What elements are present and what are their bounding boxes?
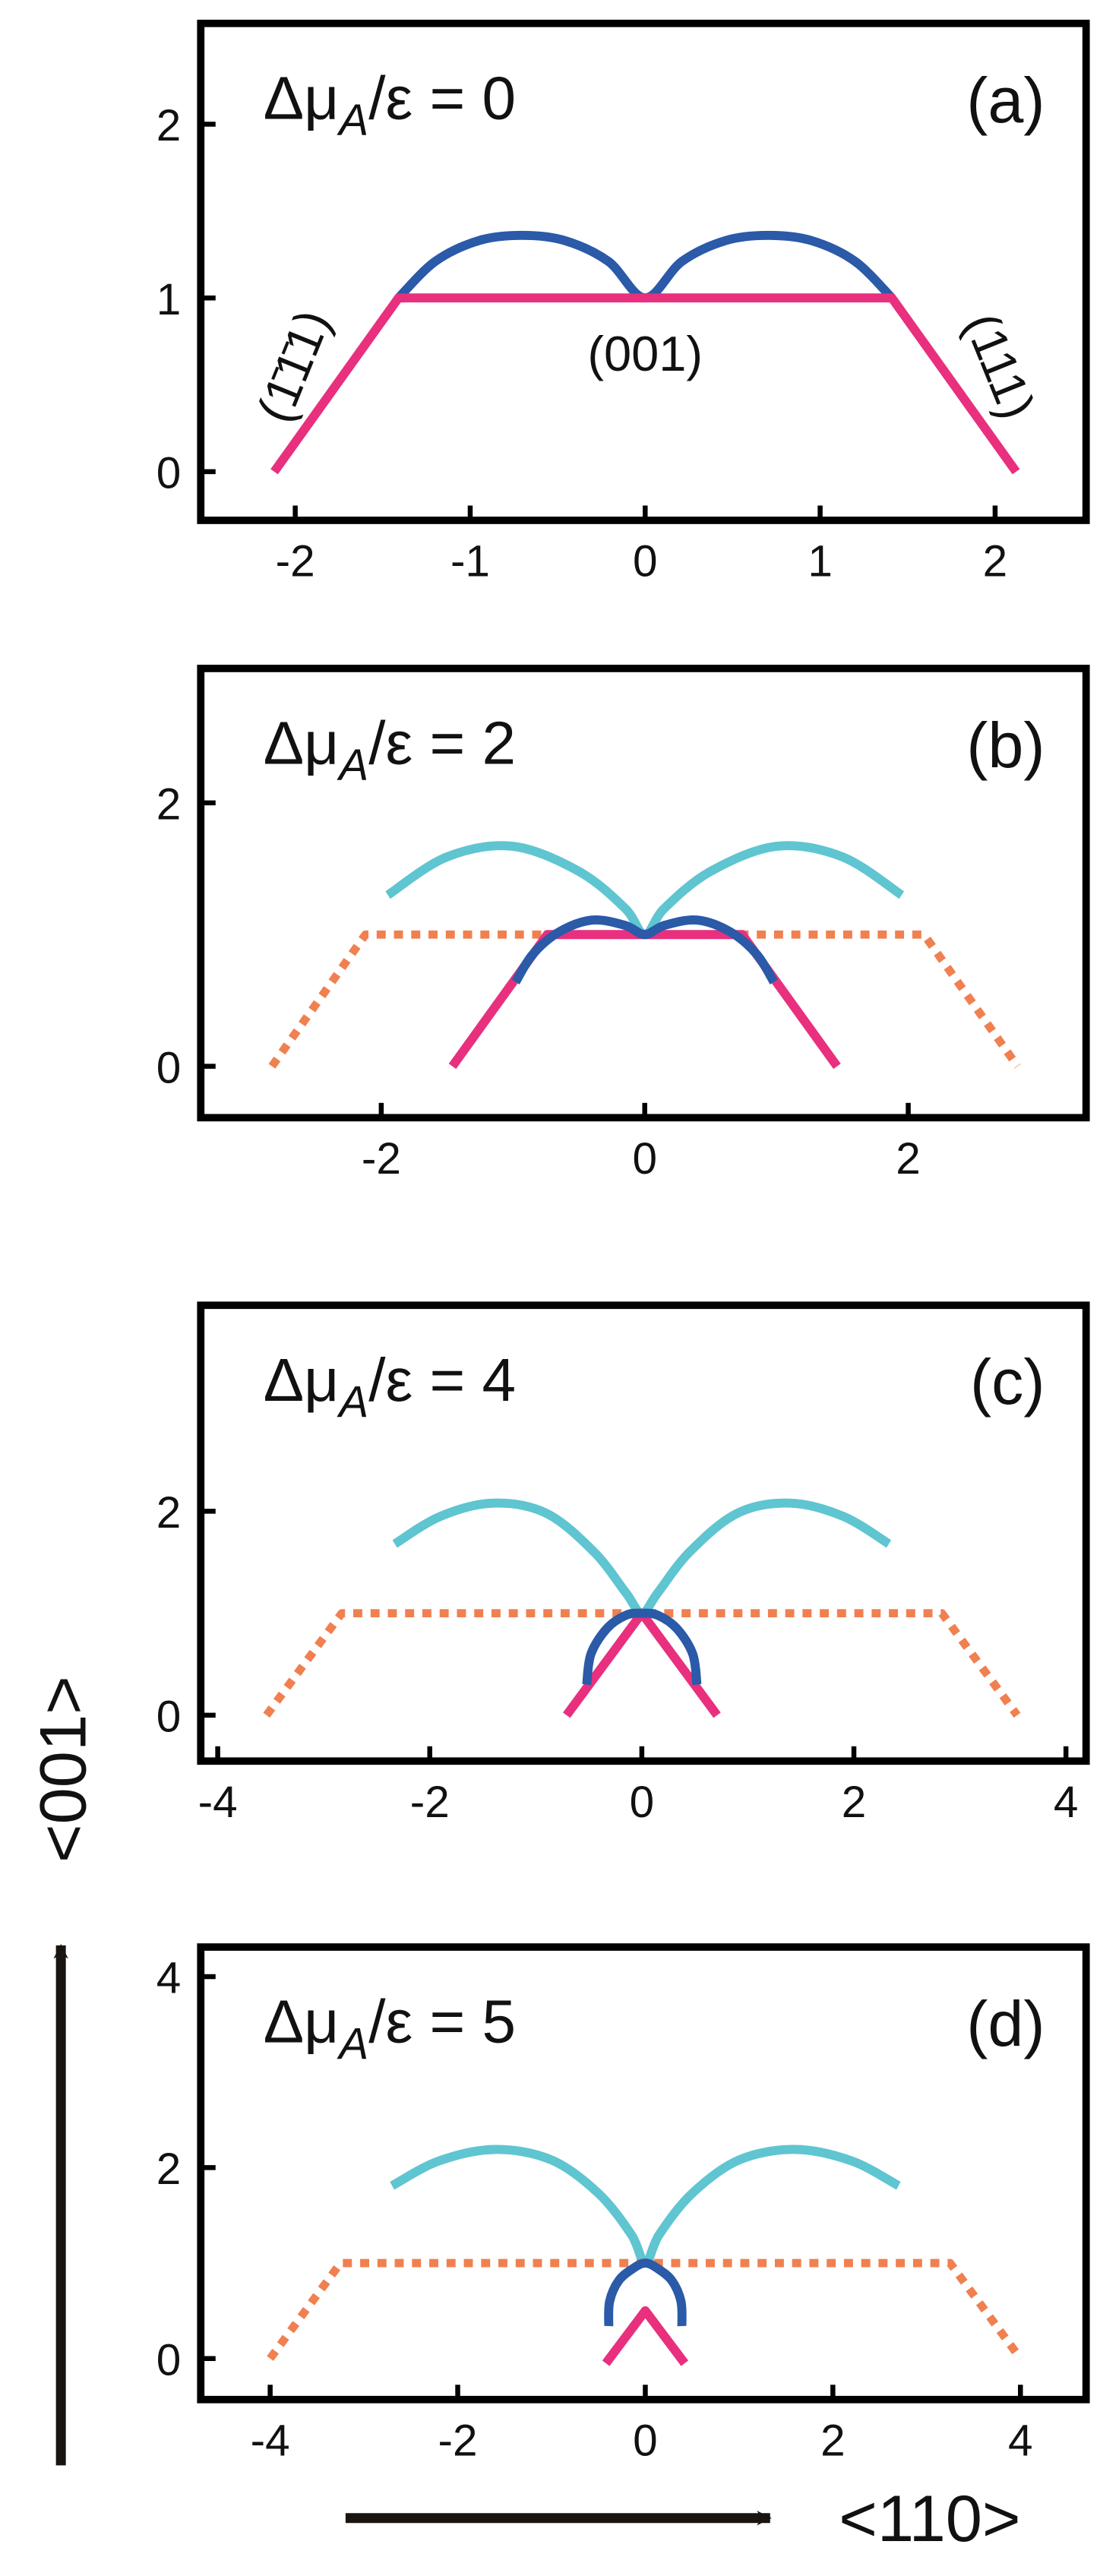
- panel-label: (b): [966, 710, 1045, 781]
- panel-label: (d): [966, 1988, 1045, 2059]
- title-part: /ε = 0: [368, 63, 516, 131]
- panel-title: ΔμA/ε = 4: [264, 1345, 517, 1427]
- x-tick-label: -2: [438, 2416, 478, 2465]
- x-tick-label: -2: [410, 1778, 450, 1827]
- curve: [270, 293, 1020, 475]
- title-part: /ε = 5: [368, 1987, 516, 2056]
- y-tick-label: 0: [156, 449, 182, 498]
- title-part: /ε = 2: [368, 709, 516, 777]
- x-tick-label: 0: [633, 2416, 658, 2465]
- x-tick-label: 1: [808, 537, 833, 586]
- panel-label: (a): [966, 65, 1045, 136]
- x-tick-label: 2: [896, 1134, 921, 1184]
- x-tick-label: 0: [632, 1134, 657, 1184]
- curve: [385, 841, 905, 940]
- panel-title: ΔμA/ε = 0: [264, 63, 517, 145]
- x-axis-label: <110>: [839, 2483, 1020, 2555]
- curve: [604, 2258, 687, 2327]
- panel-title: ΔμA/ε = 2: [264, 709, 517, 791]
- curve: [395, 230, 896, 303]
- plot-frame: [197, 1943, 1090, 2404]
- facet-annotation: (1̄1̄1): [246, 302, 341, 430]
- y-tick-label: 2: [156, 101, 182, 150]
- x-tick-label: -4: [198, 1778, 238, 1827]
- curve: [582, 1608, 702, 1686]
- x-tick-label: 4: [1054, 1778, 1079, 1827]
- x-tick-label: -1: [450, 537, 490, 586]
- y-tick-label: 0: [156, 1043, 182, 1092]
- curve: [263, 1609, 1021, 1718]
- curve: [392, 1498, 892, 1618]
- title-part: Δμ: [264, 63, 340, 131]
- x-tick-label: 0: [633, 537, 658, 586]
- title-part: Δμ: [264, 1987, 340, 2056]
- x-tick-label: -2: [276, 537, 315, 586]
- y-tick-label: 1: [156, 275, 182, 324]
- plot-frame: [197, 1301, 1090, 1765]
- curve: [390, 2145, 901, 2268]
- plot-frame: [197, 19, 1090, 524]
- x-tick-label: -4: [251, 2416, 290, 2465]
- title-subscript: A: [337, 96, 368, 145]
- y-tick-label: 0: [156, 1693, 182, 1742]
- curve: [511, 915, 778, 985]
- panel-label: (c): [970, 1346, 1045, 1418]
- title-part: /ε = 4: [368, 1345, 516, 1414]
- curve: [448, 930, 841, 1070]
- panel-title: ΔμA/ε = 5: [264, 1987, 517, 2069]
- y-tick-label: 2: [156, 779, 182, 829]
- title-part: Δμ: [264, 709, 340, 777]
- facet-annotation: (001): [587, 326, 703, 381]
- y-tick-label: 2: [156, 1488, 182, 1538]
- title-part: Δμ: [264, 1345, 340, 1414]
- x-tick-label: 0: [630, 1778, 655, 1827]
- x-tick-label: 2: [842, 1778, 867, 1827]
- curve: [602, 2306, 689, 2366]
- title-subscript: A: [337, 1378, 368, 1427]
- title-subscript: A: [337, 741, 368, 790]
- title-subscript: A: [337, 2019, 368, 2069]
- plot-frame: [197, 665, 1090, 1122]
- y-tick-label: 0: [156, 2335, 182, 2385]
- y-tick-label: 4: [156, 1954, 182, 2003]
- x-tick-label: 4: [1008, 2416, 1033, 2465]
- x-tick-label: 2: [983, 537, 1008, 586]
- y-axis-label: <001>: [27, 1676, 100, 1863]
- y-tick-label: 2: [156, 2145, 182, 2194]
- curve: [268, 930, 1021, 1069]
- x-tick-label: 2: [820, 2416, 846, 2465]
- x-tick-label: -2: [362, 1134, 401, 1184]
